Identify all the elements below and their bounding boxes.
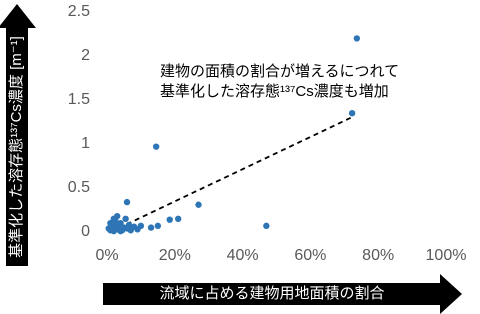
y-axis-arrow	[0, 4, 36, 266]
point	[105, 225, 112, 232]
x-tick-label: 0%	[95, 247, 118, 264]
x-tick-label: 40%	[227, 247, 259, 264]
point	[348, 110, 356, 117]
point	[123, 198, 131, 206]
trendline	[110, 116, 352, 233]
point	[117, 220, 124, 227]
point	[122, 215, 129, 222]
point	[125, 221, 133, 229]
x-tick-label: 80%	[362, 247, 394, 264]
x-tick-label: 100%	[426, 247, 467, 264]
point	[117, 227, 124, 235]
x-tick-label: 60%	[294, 247, 326, 264]
point	[174, 215, 182, 222]
point	[137, 222, 145, 230]
x-axis-arrow	[103, 274, 462, 314]
x-tick-label: 20%	[159, 247, 191, 264]
y-tick-label: 1.5	[68, 91, 90, 108]
point	[147, 224, 155, 231]
point	[107, 220, 114, 227]
point	[110, 227, 117, 235]
y-tick-label: 2.5	[68, 3, 90, 20]
annotation: 基準化した溶存態¹³⁷Cs濃度も増加	[160, 83, 389, 100]
point	[152, 143, 160, 150]
point	[263, 222, 270, 230]
point	[166, 216, 173, 223]
y-axis-label: 基準化した溶存態¹³⁷Cs濃度 [m⁻¹]	[8, 36, 25, 258]
point	[110, 215, 117, 222]
y-tick-label: 1	[81, 135, 90, 152]
y-tick-label: 0	[81, 223, 90, 240]
annotation: 建物の面積の割合が増えるにつれて	[160, 63, 399, 80]
y-tick-label: 2	[81, 47, 90, 64]
point	[154, 222, 162, 230]
y-tick-label: 0.5	[68, 179, 90, 196]
x-axis-label: 流域に占める建物用地面積の割合	[159, 285, 384, 302]
point	[195, 201, 202, 208]
point	[353, 35, 361, 42]
